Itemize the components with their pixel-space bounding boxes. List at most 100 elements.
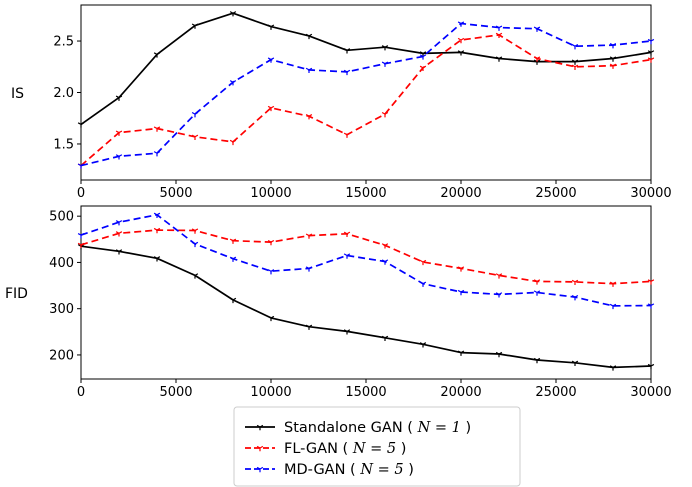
is-point-md-gan xyxy=(571,44,579,50)
fid-x-tick-label: 15000 xyxy=(345,385,386,400)
legend-marker-fl-gan xyxy=(256,445,264,452)
fid-point-standalone-gan xyxy=(343,329,351,335)
is-point-md-gan xyxy=(495,25,503,31)
fid-point-fl-gan xyxy=(191,228,199,234)
fid-point-md-gan xyxy=(419,281,427,287)
fid-point-md-gan xyxy=(533,290,541,296)
fid-x-axis: 0 5000 10000 15000 20000 25000 30000 xyxy=(77,379,672,400)
fid-point-standalone-gan xyxy=(115,249,123,255)
fid-y-axis: 200 300 400 500 xyxy=(49,210,81,363)
is-point-md-gan xyxy=(419,54,427,60)
fid-point-standalone-gan xyxy=(381,335,389,342)
fid-line-standalone-gan xyxy=(80,245,652,369)
legend-marker-md-gan xyxy=(256,466,264,473)
fid-point-standalone-gan xyxy=(305,324,313,330)
is-point-md-gan xyxy=(305,67,313,74)
is-point-fl-gan xyxy=(571,64,579,70)
is-point-standalone-gan xyxy=(381,45,389,51)
is-point-md-gan xyxy=(229,80,237,86)
fid-point-md-gan xyxy=(305,266,313,272)
is-point-md-gan xyxy=(533,26,541,32)
is-series-fl-gan xyxy=(77,32,655,169)
is-point-standalone-gan xyxy=(647,50,655,56)
is-point-standalone-gan xyxy=(153,52,161,58)
is-y-tick-label: 1.5 xyxy=(53,137,74,152)
is-point-fl-gan xyxy=(229,139,237,146)
is-point-fl-gan xyxy=(305,114,313,120)
legend-close: ) xyxy=(461,420,471,436)
legend-entry-standalone-gan: Standalone GAN ( N = 1 ) xyxy=(245,420,471,436)
is-point-standalone-gan xyxy=(495,56,503,62)
legend-name: FL-GAN ( xyxy=(284,441,353,457)
fid-line-md-gan xyxy=(80,213,652,307)
is-point-md-gan xyxy=(77,163,85,169)
fid-y-axis-label: FID xyxy=(5,286,28,302)
fid-point-standalone-gan xyxy=(267,315,275,322)
fid-point-standalone-gan xyxy=(191,273,199,279)
fid-point-md-gan xyxy=(381,259,389,265)
is-point-md-gan xyxy=(381,61,389,67)
fid-point-md-gan xyxy=(229,256,237,262)
fid-point-standalone-gan xyxy=(533,357,541,364)
fid-point-fl-gan xyxy=(647,279,655,285)
legend-entries: Standalone GAN ( N = 1 ) FL-GAN ( N = 5 )… xyxy=(245,420,471,478)
is-y-axis-label: IS xyxy=(11,86,24,102)
fid-x-tick-label: 0 xyxy=(77,385,85,400)
fid-y-tick-label: 200 xyxy=(49,348,74,363)
fid-x-tick-label: 5000 xyxy=(159,385,192,400)
is-point-md-gan xyxy=(647,38,655,45)
fid-point-md-gan xyxy=(77,233,85,239)
legend-close: ) xyxy=(396,441,406,457)
is-x-tick-label: 5000 xyxy=(159,186,192,201)
legend-math: N = 5 xyxy=(352,441,396,457)
is-x-tick-label: 20000 xyxy=(440,186,481,201)
is-point-standalone-gan xyxy=(571,59,579,65)
fid-point-standalone-gan xyxy=(609,365,617,371)
legend-name: MD-GAN ( xyxy=(284,462,360,478)
fid-point-md-gan xyxy=(191,241,199,248)
is-point-standalone-gan xyxy=(191,23,199,29)
is-point-standalone-gan xyxy=(457,50,465,56)
is-series-md-gan xyxy=(77,21,655,169)
fid-point-fl-gan xyxy=(77,242,85,249)
legend-label-fl-gan: FL-GAN ( N = 5 ) xyxy=(284,441,406,457)
is-point-fl-gan xyxy=(609,63,617,69)
is-point-standalone-gan xyxy=(229,11,237,17)
is-x-tick-label: 10000 xyxy=(250,186,291,201)
fid-y-tick-label: 500 xyxy=(49,210,74,225)
is-point-md-gan xyxy=(191,111,199,118)
is-y-tick-label: 2.0 xyxy=(53,86,74,101)
is-chart: 0 5000 10000 15000 20000 25000 30000 1.5 2.0 2.5… xyxy=(11,4,672,201)
fid-point-fl-gan xyxy=(305,233,313,239)
fid-point-md-gan xyxy=(609,303,617,310)
fid-point-md-gan xyxy=(571,295,579,301)
fid-series-md-gan xyxy=(77,212,655,310)
is-x-tick-label: 25000 xyxy=(535,186,576,201)
is-series-standalone-gan xyxy=(77,11,655,128)
legend-label-md-gan: MD-GAN ( N = 5 ) xyxy=(284,462,414,478)
fid-point-fl-gan xyxy=(115,231,123,237)
fid-point-md-gan xyxy=(457,289,465,296)
fid-point-fl-gan xyxy=(153,227,161,234)
fid-series-fl-gan xyxy=(77,227,655,287)
is-line-md-gan xyxy=(80,22,652,167)
legend-close: ) xyxy=(404,462,414,478)
fid-point-standalone-gan xyxy=(495,351,503,358)
fid-point-fl-gan xyxy=(609,281,617,287)
is-point-fl-gan xyxy=(153,126,161,132)
is-point-fl-gan xyxy=(647,57,655,63)
fid-line-fl-gan xyxy=(80,229,652,285)
is-point-md-gan xyxy=(609,43,617,49)
legend-entry-fl-gan: FL-GAN ( N = 5 ) xyxy=(245,441,406,457)
is-point-md-gan xyxy=(457,21,465,27)
fid-x-tick-label: 10000 xyxy=(250,385,291,400)
is-point-fl-gan xyxy=(419,65,427,71)
fid-y-tick-label: 300 xyxy=(49,302,74,317)
is-point-md-gan xyxy=(115,154,123,160)
is-point-standalone-gan xyxy=(77,122,85,128)
fid-point-standalone-gan xyxy=(419,342,427,348)
fid-point-standalone-gan xyxy=(457,350,465,356)
fid-point-md-gan xyxy=(115,220,123,226)
fid-point-standalone-gan xyxy=(647,363,655,370)
